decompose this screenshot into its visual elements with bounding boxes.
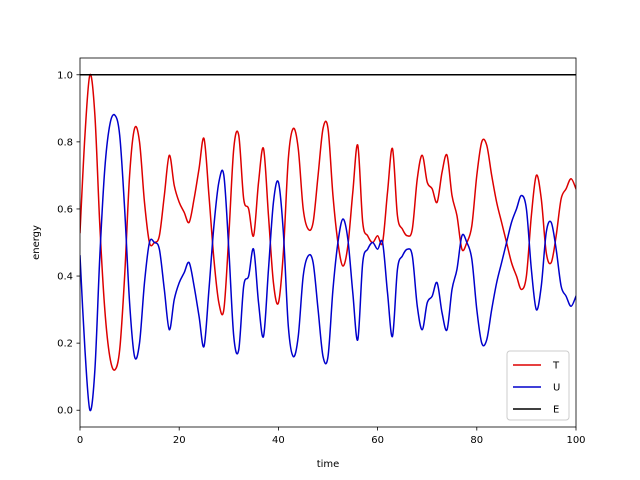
- legend-box: [506, 350, 570, 421]
- x-tick-label: 40: [272, 435, 285, 446]
- x-axis-ticks: 0 20 40 60 80 100: [77, 427, 586, 446]
- y-axis-ticks: 0.0 0.2 0.4 0.6 0.8 1.0: [57, 70, 80, 417]
- plot-area: [80, 58, 576, 427]
- x-tick-label: 80: [470, 435, 483, 446]
- y-axis-label: energy: [31, 225, 42, 260]
- y-tick-label: 0.4: [57, 272, 73, 283]
- legend-label-E: E: [553, 405, 559, 416]
- y-tick-label: 0.2: [57, 339, 73, 350]
- y-tick-label: 1.0: [57, 70, 73, 81]
- series-layer: [80, 73, 576, 412]
- legend: TUE: [506, 350, 570, 421]
- plot-frame: [79, 57, 577, 428]
- x-tick-label: 100: [566, 435, 585, 446]
- series-line-U: [80, 113, 576, 412]
- y-tick-label: 0.8: [57, 137, 73, 148]
- x-tick-label: 20: [173, 435, 186, 446]
- y-tick-label: 0.0: [57, 406, 73, 417]
- legend-label-T: T: [552, 361, 560, 372]
- x-axis-label: time: [317, 459, 340, 470]
- x-tick-label: 60: [371, 435, 384, 446]
- legend-label-U: U: [553, 383, 560, 394]
- series-line-T: [80, 73, 576, 371]
- x-tick-label: 0: [77, 435, 83, 446]
- y-tick-label: 0.6: [57, 204, 73, 215]
